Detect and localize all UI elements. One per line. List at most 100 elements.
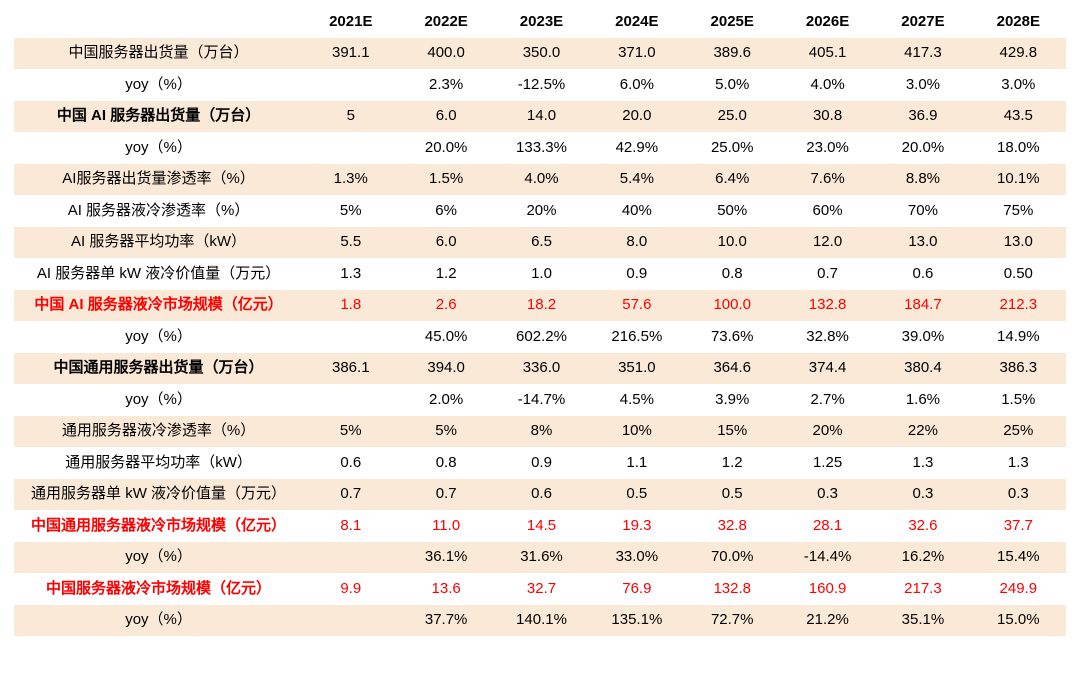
cell: 21.2% [780, 605, 875, 637]
cell: 2.0% [398, 384, 493, 416]
cell: 6.4% [685, 164, 780, 196]
cell: 602.2% [494, 321, 589, 353]
cell: -12.5% [494, 69, 589, 101]
cell: 0.7 [398, 479, 493, 511]
cell: 20.0 [589, 101, 684, 133]
cell: 212.3 [971, 290, 1066, 322]
cell: 1.2 [685, 447, 780, 479]
cell: 249.9 [971, 573, 1066, 605]
cell: 1.25 [780, 447, 875, 479]
row-label: yoy（%） [14, 605, 303, 637]
cell: 8.8% [875, 164, 970, 196]
table-row: 中国服务器液冷市场规模（亿元）9.913.632.776.9132.8160.9… [14, 573, 1066, 605]
cell: 6.5 [494, 227, 589, 259]
cell [303, 384, 398, 416]
cell: 2.6 [398, 290, 493, 322]
cell: 5.0% [685, 69, 780, 101]
cell: 25.0% [685, 132, 780, 164]
cell: 13.6 [398, 573, 493, 605]
cell: 1.5% [398, 164, 493, 196]
col-header [14, 6, 303, 38]
cell: 1.2 [398, 258, 493, 290]
cell [303, 321, 398, 353]
cell: 32.6 [875, 510, 970, 542]
cell: 0.9 [589, 258, 684, 290]
cell: 1.3 [303, 258, 398, 290]
table-row: 中国服务器出货量（万台）391.1400.0350.0371.0389.6405… [14, 38, 1066, 70]
cell: 8.0 [589, 227, 684, 259]
cell: 0.6 [494, 479, 589, 511]
cell: 25% [971, 416, 1066, 448]
row-label: yoy（%） [14, 132, 303, 164]
col-header: 2021E [303, 6, 398, 38]
cell: 350.0 [494, 38, 589, 70]
table-row: yoy（%）36.1%31.6%33.0%70.0%-14.4%16.2%15.… [14, 542, 1066, 574]
cell: 76.9 [589, 573, 684, 605]
table-row: yoy（%）45.0%602.2%216.5%73.6%32.8%39.0%14… [14, 321, 1066, 353]
cell: 12.0 [780, 227, 875, 259]
col-header: 2022E [398, 6, 493, 38]
cell: 10% [589, 416, 684, 448]
table-row: 中国通用服务器液冷市场规模（亿元）8.111.014.519.332.828.1… [14, 510, 1066, 542]
cell: 18.2 [494, 290, 589, 322]
col-header: 2025E [685, 6, 780, 38]
row-label: 通用服务器平均功率（kW） [14, 447, 303, 479]
cell: 5% [303, 416, 398, 448]
row-label: yoy（%） [14, 321, 303, 353]
cell: 16.2% [875, 542, 970, 574]
cell: 14.0 [494, 101, 589, 133]
cell: 10.0 [685, 227, 780, 259]
cell: 160.9 [780, 573, 875, 605]
cell: 336.0 [494, 353, 589, 385]
cell: 4.5% [589, 384, 684, 416]
cell: 8% [494, 416, 589, 448]
cell: 32.7 [494, 573, 589, 605]
cell: 23.0% [780, 132, 875, 164]
cell: 0.3 [971, 479, 1066, 511]
cell: 0.5 [589, 479, 684, 511]
col-header: 2024E [589, 6, 684, 38]
cell: 386.3 [971, 353, 1066, 385]
cell: 184.7 [875, 290, 970, 322]
cell [303, 69, 398, 101]
col-header: 2027E [875, 6, 970, 38]
cell: 70% [875, 195, 970, 227]
cell: 386.1 [303, 353, 398, 385]
table-row: AI 服务器液冷渗透率（%）5%6%20%40%50%60%70%75% [14, 195, 1066, 227]
cell: 391.1 [303, 38, 398, 70]
cell: 1.0 [494, 258, 589, 290]
table-row: 通用服务器平均功率（kW）0.60.80.91.11.21.251.31.3 [14, 447, 1066, 479]
cell: 19.3 [589, 510, 684, 542]
cell: 100.0 [685, 290, 780, 322]
cell: 37.7 [971, 510, 1066, 542]
cell: 6.0% [589, 69, 684, 101]
table-row: yoy（%）37.7%140.1%135.1%72.7%21.2%35.1%15… [14, 605, 1066, 637]
row-label: AI 服务器单 kW 液冷价值量（万元） [14, 258, 303, 290]
table-row: AI服务器出货量渗透率（%）1.3%1.5%4.0%5.4%6.4%7.6%8.… [14, 164, 1066, 196]
cell: 20% [494, 195, 589, 227]
cell: 10.1% [971, 164, 1066, 196]
cell: 9.9 [303, 573, 398, 605]
cell: 35.1% [875, 605, 970, 637]
cell: 6% [398, 195, 493, 227]
cell: 389.6 [685, 38, 780, 70]
cell: 374.4 [780, 353, 875, 385]
cell: 50% [685, 195, 780, 227]
table-header-row: 2021E 2022E 2023E 2024E 2025E 2026E 2027… [14, 6, 1066, 38]
cell: 6.0 [398, 101, 493, 133]
cell [303, 605, 398, 637]
cell: 5 [303, 101, 398, 133]
row-label: 中国通用服务器液冷市场规模（亿元） [14, 510, 303, 542]
cell: 4.0% [780, 69, 875, 101]
cell: 0.8 [398, 447, 493, 479]
cell: 32.8% [780, 321, 875, 353]
cell: 22% [875, 416, 970, 448]
row-label: AI服务器出货量渗透率（%） [14, 164, 303, 196]
cell: 0.7 [780, 258, 875, 290]
table-row: 通用服务器单 kW 液冷价值量（万元）0.70.70.60.50.50.30.3… [14, 479, 1066, 511]
cell: 14.9% [971, 321, 1066, 353]
cell: 417.3 [875, 38, 970, 70]
col-header: 2028E [971, 6, 1066, 38]
cell: 37.7% [398, 605, 493, 637]
row-label: AI 服务器平均功率（kW） [14, 227, 303, 259]
